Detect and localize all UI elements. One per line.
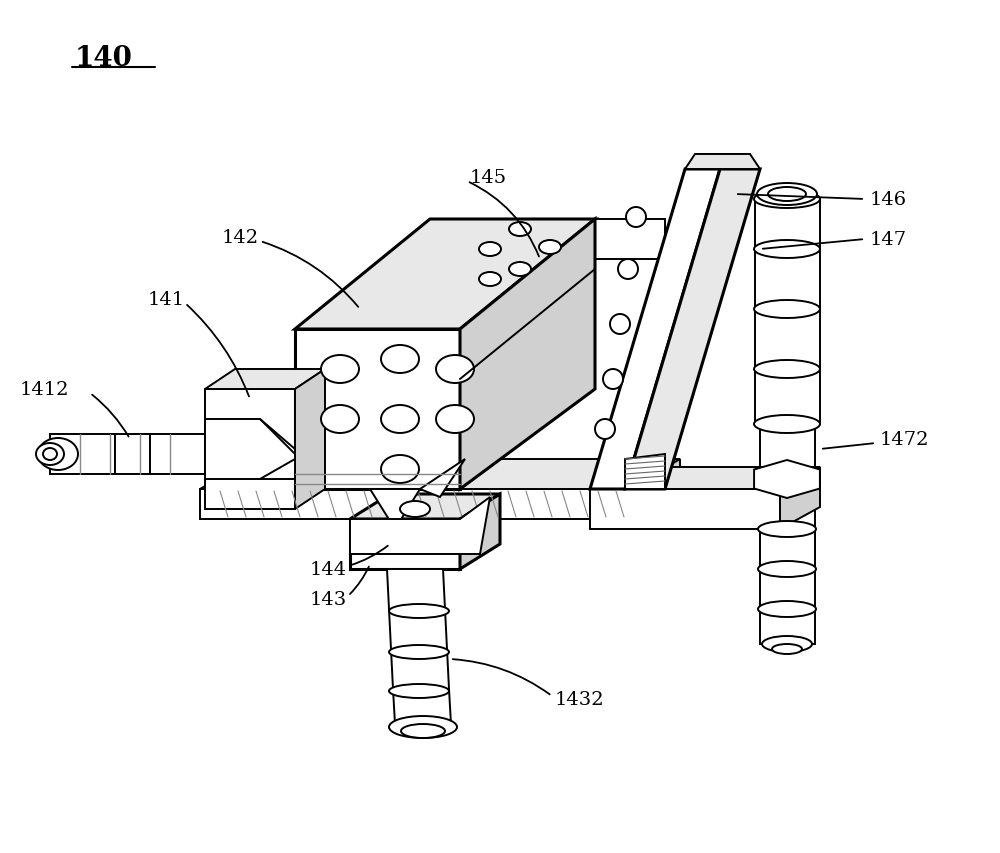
Polygon shape [387,569,445,609]
Polygon shape [150,434,205,474]
Text: 145: 145 [470,169,507,187]
Polygon shape [460,220,595,490]
Polygon shape [685,154,760,170]
Polygon shape [755,200,820,250]
Ellipse shape [436,405,474,433]
Ellipse shape [509,223,531,237]
Ellipse shape [400,502,430,518]
Ellipse shape [509,263,531,276]
Ellipse shape [754,241,820,258]
Polygon shape [625,170,760,490]
Polygon shape [389,609,447,649]
Ellipse shape [479,243,501,257]
Polygon shape [295,329,460,490]
Ellipse shape [754,415,820,433]
Ellipse shape [757,183,817,206]
Polygon shape [420,460,465,497]
Ellipse shape [610,315,630,334]
Ellipse shape [381,345,419,374]
Ellipse shape [754,361,820,379]
Text: 146: 146 [870,191,907,209]
Ellipse shape [436,356,474,384]
Ellipse shape [758,561,816,577]
Text: 142: 142 [222,229,259,247]
Polygon shape [350,497,490,554]
Polygon shape [370,490,420,530]
Polygon shape [205,369,325,390]
Polygon shape [393,689,451,724]
Polygon shape [755,310,820,369]
Ellipse shape [626,208,646,228]
Polygon shape [760,200,815,560]
Polygon shape [200,460,680,490]
Polygon shape [391,649,449,689]
Ellipse shape [754,191,820,209]
Ellipse shape [389,645,449,659]
Polygon shape [350,519,460,569]
Ellipse shape [321,405,359,433]
Ellipse shape [768,188,806,202]
Polygon shape [590,467,820,490]
Ellipse shape [772,644,802,654]
Ellipse shape [758,601,816,618]
Polygon shape [755,250,820,310]
Text: 141: 141 [148,291,185,309]
Ellipse shape [762,636,812,653]
Ellipse shape [479,273,501,287]
Ellipse shape [389,717,457,738]
Text: 147: 147 [870,230,907,249]
Polygon shape [625,455,665,490]
Polygon shape [295,220,595,329]
Polygon shape [295,369,325,509]
Text: 140: 140 [75,45,133,72]
Polygon shape [754,461,820,498]
Polygon shape [780,467,820,530]
Text: 144: 144 [310,560,347,578]
Ellipse shape [36,444,64,466]
Text: 143: 143 [310,590,347,608]
Ellipse shape [38,438,78,471]
Polygon shape [460,495,500,569]
Ellipse shape [389,604,449,618]
Text: 1412: 1412 [20,380,70,398]
Ellipse shape [618,259,638,280]
Polygon shape [115,434,150,474]
Text: 1472: 1472 [880,431,930,449]
Ellipse shape [321,356,359,384]
Polygon shape [200,490,630,519]
Ellipse shape [758,521,816,537]
Ellipse shape [539,241,561,255]
Polygon shape [590,170,720,490]
Polygon shape [760,609,815,644]
Polygon shape [630,460,680,519]
Ellipse shape [43,449,57,461]
Polygon shape [350,495,500,519]
Polygon shape [760,530,815,569]
Ellipse shape [603,369,623,390]
Polygon shape [460,220,665,360]
Polygon shape [590,490,780,530]
Polygon shape [205,420,295,479]
Text: 1432: 1432 [555,690,605,708]
Ellipse shape [381,456,419,484]
Ellipse shape [754,300,820,319]
Polygon shape [755,369,820,425]
Polygon shape [50,434,115,474]
Ellipse shape [389,684,449,699]
Ellipse shape [401,724,445,738]
Polygon shape [205,390,295,509]
Polygon shape [760,569,815,609]
Ellipse shape [595,420,615,439]
Ellipse shape [381,405,419,433]
